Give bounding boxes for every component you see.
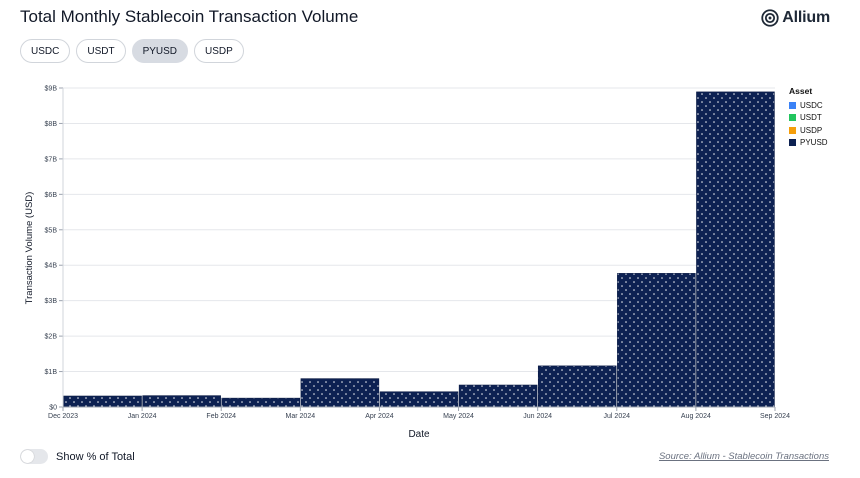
allium-logo-icon [761, 9, 779, 27]
filter-usdc-button[interactable]: USDC [20, 39, 71, 63]
y-tick-label: $2B [45, 334, 58, 341]
x-axis-label: Date [408, 429, 430, 440]
bars [63, 91, 775, 408]
y-tick-label: $9B [45, 86, 58, 93]
x-tick-label: Feb 2024 [206, 413, 236, 420]
filter-usdp-button[interactable]: USDP [194, 39, 244, 63]
bar-pyusd-mar-2024[interactable] [300, 378, 380, 408]
grid-lines [63, 87, 775, 373]
y-tick-label: $1B [45, 369, 58, 376]
x-tick-label: May 2024 [443, 413, 474, 420]
percent-toggle-group: Show % of Total [20, 449, 135, 464]
legend-swatch-usdp [789, 126, 796, 134]
asset-filter-group: USDC USDT PYUSD USDP [20, 39, 244, 63]
x-tick-label: Jul 2024 [604, 413, 631, 420]
legend-item-usdc[interactable]: USDC [789, 99, 828, 112]
legend-label-usdp: USDP [800, 125, 823, 135]
legend-title: Asset [789, 86, 813, 96]
legend-label-usdc: USDC [800, 100, 823, 110]
legend-item-usdp[interactable]: USDP [789, 124, 828, 137]
y-tick-label: $6B [45, 192, 58, 199]
toggle-knob [21, 450, 34, 463]
bar-pyusd-apr-2024[interactable] [379, 391, 459, 408]
filter-usdt-button[interactable]: USDT [76, 39, 126, 63]
axes: $0 $1B $2B $3B $4B $5B $6B $7B $8B $9B Dec 2023 Jan… [45, 86, 791, 421]
legend: Asset USDC USDT USDP PYUSD [789, 86, 828, 149]
legend-label-usdt: USDT [800, 113, 822, 123]
source-link[interactable]: Source: Allium - Stablecoin Transactions [658, 451, 829, 462]
y-tick-label: $3B [45, 298, 58, 305]
bar-pyusd-jan-2024[interactable] [142, 395, 221, 408]
legend-swatch-usdc [789, 101, 796, 109]
x-tick-label: Mar 2024 [286, 413, 316, 420]
y-tick-label: $8B [45, 121, 58, 128]
y-axis-label: Transaction Volume (USD) [24, 192, 35, 305]
legend-swatch-usdt [789, 114, 796, 122]
brand-name: Allium [782, 9, 830, 26]
bar-pyusd-aug-2024[interactable] [696, 91, 775, 408]
bar-pyusd-jun-2024[interactable] [537, 365, 617, 408]
chart-title: Total Monthly Stablecoin Transaction Vol… [20, 7, 359, 26]
show-percent-toggle[interactable] [20, 449, 48, 464]
bar-pyusd-dec-2023[interactable] [63, 395, 142, 408]
filter-pyusd-button[interactable]: PYUSD [131, 39, 189, 63]
bar-pyusd-feb-2024[interactable] [221, 397, 301, 408]
x-tick-label: Sep 2024 [760, 413, 790, 420]
brand-logo: Allium [761, 9, 830, 27]
legend-item-pyusd[interactable]: PYUSD [789, 137, 828, 150]
bar-pyusd-may-2024[interactable] [458, 384, 538, 408]
x-tick-label: Jun 2024 [523, 413, 552, 420]
x-tick-label: Dec 2023 [48, 413, 78, 420]
x-tick-label: Apr 2024 [365, 413, 394, 420]
legend-item-usdt[interactable]: USDT [789, 112, 828, 125]
bar-pyusd-jul-2024[interactable] [617, 273, 696, 408]
y-tick-label: $7B [45, 156, 58, 163]
x-tick-label: Jan 2024 [128, 413, 157, 420]
show-percent-label: Show % of Total [56, 450, 135, 463]
legend-swatch-pyusd [789, 139, 796, 147]
y-tick-label: $5B [45, 227, 58, 234]
y-tick-label: $4B [45, 263, 58, 270]
x-tick-label: Aug 2024 [681, 413, 711, 420]
legend-label-pyusd: PYUSD [800, 138, 828, 148]
y-tick-label: $0 [49, 405, 57, 412]
